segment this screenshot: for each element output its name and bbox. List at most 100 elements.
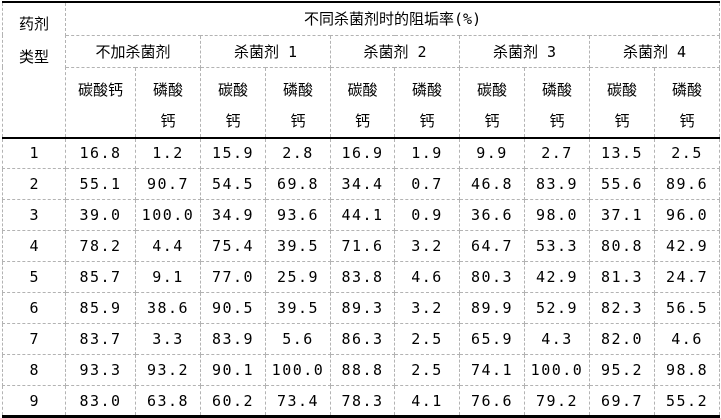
table-cell: 36.6 <box>459 199 525 231</box>
row-label: 6 <box>2 292 66 324</box>
table-cell: 83.9 <box>200 323 266 355</box>
table-cell: 69.8 <box>265 168 331 200</box>
table-cell: 78.2 <box>65 230 136 262</box>
table-row: 2 55.1 90.7 54.5 69.8 34.4 0.7 46.8 83.9 55.6 89.6 <box>2 168 721 200</box>
group-header-no-bactericide: 不加杀菌剂 <box>65 34 201 68</box>
table-cell: 55.2 <box>653 385 721 417</box>
table-cell: 71.6 <box>330 230 395 262</box>
corner-header: 药剂 类型 <box>2 1 66 138</box>
table-cell: 15.9 <box>200 136 266 169</box>
table-cell: 42.9 <box>524 261 590 293</box>
table-cell: 4.3 <box>524 323 590 355</box>
sub-header-calcium-phosphate: 磷酸 钙 <box>394 66 460 139</box>
table-cell: 98.8 <box>653 354 721 386</box>
table-cell: 73.4 <box>265 385 331 417</box>
table-cell: 55.1 <box>65 168 136 200</box>
table-cell: 42.9 <box>653 230 721 262</box>
table-row: 1 16.8 1.2 15.9 2.8 16.9 1.9 9.9 2.7 13.5 2.5 <box>2 136 721 169</box>
table-cell: 81.3 <box>589 261 655 293</box>
table-row: 4 78.2 4.4 75.4 39.5 71.6 3.2 64.7 53.3 80.8 42.9 <box>2 230 721 262</box>
table-cell: 85.9 <box>65 292 136 324</box>
table-cell: 4.6 <box>394 261 460 293</box>
table-cell: 90.1 <box>200 354 266 386</box>
header-row-groups: 不加杀菌剂 杀菌剂 1 杀菌剂 2 杀菌剂 3 杀菌剂 4 <box>3 34 721 68</box>
table-cell: 2.5 <box>394 354 460 386</box>
table-cell: 0.9 <box>394 199 460 231</box>
table-cell: 2.5 <box>394 323 460 355</box>
table-cell: 100.0 <box>265 354 331 386</box>
table-cell: 5.6 <box>265 323 331 355</box>
table-row: 7 83.7 3.3 83.9 5.6 86.3 2.5 65.9 4.3 82.0 4.6 <box>2 323 721 355</box>
table-cell: 83.7 <box>65 323 136 355</box>
row-label: 2 <box>2 168 66 200</box>
table-cell: 4.4 <box>135 230 201 262</box>
table-cell: 75.4 <box>200 230 266 262</box>
table-cell: 52.9 <box>524 292 590 324</box>
row-label: 4 <box>2 230 66 262</box>
table-cell: 82.0 <box>589 323 655 355</box>
table-cell: 46.8 <box>459 168 525 200</box>
table-cell: 34.4 <box>330 168 395 200</box>
table-cell: 85.7 <box>65 261 136 293</box>
table-cell: 98.0 <box>524 199 590 231</box>
table-cell: 88.8 <box>330 354 395 386</box>
table-row: 8 93.3 93.2 90.1 100.0 88.8 2.5 74.1 100.0 95.2 98… <box>2 354 721 386</box>
table-cell: 79.2 <box>524 385 590 417</box>
table-cell: 16.8 <box>65 136 136 169</box>
row-label: 8 <box>2 354 66 386</box>
row-label: 3 <box>2 199 66 231</box>
table-cell: 9.1 <box>135 261 201 293</box>
table-cell: 93.2 <box>135 354 201 386</box>
group-header-bactericide-4: 杀菌剂 4 <box>588 34 721 68</box>
table-cell: 55.6 <box>589 168 655 200</box>
table-cell: 63.8 <box>135 385 201 417</box>
table-cell: 90.5 <box>200 292 266 324</box>
table-cell: 93.3 <box>65 354 136 386</box>
table-cell: 1.9 <box>394 136 460 169</box>
table-cell: 1.2 <box>135 136 201 169</box>
sub-header-calcium-carbonate: 碳酸 钙 <box>589 66 655 139</box>
table-cell: 39.5 <box>265 292 331 324</box>
sub-header-calcium-phosphate: 磷酸 钙 <box>653 66 721 139</box>
table-cell: 89.9 <box>459 292 525 324</box>
table-row: 6 85.9 38.6 90.5 39.5 89.3 3.2 89.9 52.9 82.3 56.5 <box>2 292 721 324</box>
table-cell: 3.3 <box>135 323 201 355</box>
table-cell: 65.9 <box>459 323 525 355</box>
table-cell: 13.5 <box>589 136 655 169</box>
group-header-bactericide-2: 杀菌剂 2 <box>330 34 460 68</box>
sub-header-calcium-carbonate: 碳酸 钙 <box>200 66 266 139</box>
table-cell: 38.6 <box>135 292 201 324</box>
row-label: 5 <box>2 261 66 293</box>
row-label: 7 <box>2 323 66 355</box>
table-cell: 44.1 <box>330 199 395 231</box>
table-cell: 93.6 <box>265 199 331 231</box>
table-cell: 74.1 <box>459 354 525 386</box>
group-header-bactericide-3: 杀菌剂 3 <box>459 34 590 68</box>
table-cell: 2.7 <box>524 136 590 169</box>
table-cell: 25.9 <box>265 261 331 293</box>
table-cell: 78.3 <box>330 385 395 417</box>
table-row: 3 39.0 100.0 34.9 93.6 44.1 0.9 36.6 98.0 37.1 96.… <box>2 199 721 231</box>
sub-header-calcium-carbonate: 碳酸 钙 <box>459 66 525 139</box>
table-cell: 4.6 <box>653 323 721 355</box>
table-cell: 96.0 <box>653 199 721 231</box>
table-cell: 64.7 <box>459 230 525 262</box>
sub-header-calcium-phosphate: 磷酸 钙 <box>265 66 331 139</box>
table-cell: 4.1 <box>394 385 460 417</box>
table-cell: 3.2 <box>394 292 460 324</box>
table-cell: 76.6 <box>459 385 525 417</box>
header-row-main: 药剂 类型 不同杀菌剂时的阻垢率(%) <box>2 1 721 138</box>
table-cell: 83.0 <box>65 385 136 417</box>
table-cell: 83.9 <box>524 168 590 200</box>
table-cell: 60.2 <box>200 385 266 417</box>
table-cell: 77.0 <box>200 261 266 293</box>
table-cell: 80.3 <box>459 261 525 293</box>
table-cell: 24.7 <box>653 261 721 293</box>
table-cell: 89.6 <box>653 168 721 200</box>
table-cell: 89.3 <box>330 292 395 324</box>
table-cell: 3.2 <box>394 230 460 262</box>
table-cell: 100.0 <box>524 354 590 386</box>
table-cell: 82.3 <box>589 292 655 324</box>
